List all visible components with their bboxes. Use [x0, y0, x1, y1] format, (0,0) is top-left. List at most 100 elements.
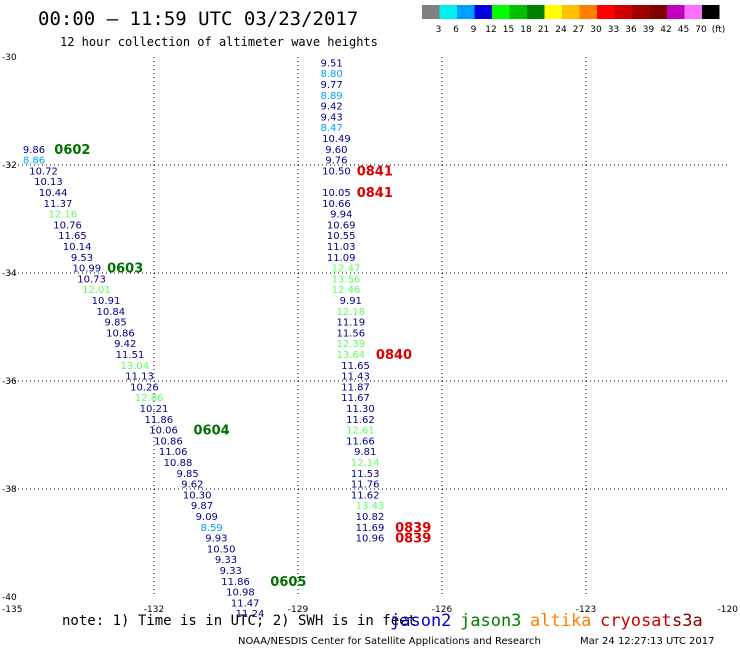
swh-label-cryosat: 12.18	[336, 307, 365, 318]
pass-time-label: 0839	[395, 521, 431, 536]
legend-swatch	[649, 5, 667, 19]
swh-label-jason3: 9.85	[176, 469, 198, 480]
legend-label: 15	[503, 25, 514, 35]
swh-label-cryosat: 10.05	[322, 188, 351, 199]
swh-label-jason3: 10.13	[34, 177, 63, 188]
x-tick-label: -129	[288, 605, 309, 615]
legend-label: 27	[573, 25, 584, 35]
swh-label-jason3: 12.16	[48, 210, 77, 221]
swh-label-cryosat: 10.69	[327, 220, 356, 231]
swh-label-jason3: 12.01	[82, 285, 111, 296]
legend-swatch	[544, 5, 562, 19]
swh-label-cryosat: 11.30	[346, 404, 375, 415]
x-tick-label: -132	[144, 605, 164, 615]
legend-label: 6	[453, 25, 459, 35]
swh-label-cryosat: 12.47	[332, 264, 361, 275]
swh-label-cryosat: 9.60	[325, 145, 347, 156]
swh-label-cryosat: 9.94	[330, 210, 352, 221]
swh-label-jason3: 10.84	[96, 307, 125, 318]
legend-swatch	[457, 5, 475, 19]
legend-label: 12	[485, 25, 496, 35]
y-tick-label: -36	[2, 377, 17, 387]
footer-timestamp: Mar 24 12:27:13 UTC 2017	[580, 636, 715, 647]
swh-label-cryosat: 9.81	[354, 447, 376, 458]
legend-swatch	[474, 5, 492, 19]
swh-label-jason3: 10.14	[63, 242, 92, 253]
legend-label: 9	[471, 25, 477, 35]
pass-time-label: 0839	[395, 532, 431, 547]
swh-label-jason3: 8.59	[200, 523, 222, 534]
y-tick-label: -30	[2, 53, 17, 63]
chart-subtitle: 12 hour collection of altimeter wave hei…	[60, 35, 378, 49]
swh-label-cryosat: 11.62	[351, 490, 380, 501]
x-tick-label: -120	[718, 605, 739, 615]
legend-label: (ft)	[712, 25, 726, 35]
legend-swatch	[614, 5, 632, 19]
plot-area: -135 -132 -129 -126 -123 -120 -30 -32 -34 -36 -38 -…	[2, 53, 738, 620]
legend-swatch	[439, 5, 457, 19]
chart-title: 00:00 – 11:59 UTC 03/23/2017	[38, 8, 358, 30]
legend-swatch	[684, 5, 702, 19]
swh-label-jason3: 10.30	[183, 490, 212, 501]
pass-time-label: 0841	[357, 164, 393, 179]
swh-label-cryosat: 13.43	[356, 501, 385, 512]
pass-time-label: 0603	[107, 262, 143, 277]
swh-label-cryosat: 13.64	[336, 350, 365, 361]
legend-swatch	[562, 5, 580, 19]
swh-label-cryosat: 9.91	[340, 296, 362, 307]
swh-label-cryosat: 9.76	[325, 156, 347, 167]
legend-swatch	[597, 5, 615, 19]
pass-time-label: 0840	[376, 348, 412, 363]
swh-label-jason3: 9.85	[104, 318, 126, 329]
swh-label-jason3: 9.86	[23, 145, 45, 156]
x-tick-label: -135	[2, 605, 22, 615]
swh-label-jason3: 10.86	[106, 328, 135, 339]
swh-label-jason3: 11.06	[159, 447, 188, 458]
swh-label-cryosat: 10.55	[327, 231, 356, 242]
swh-label-cryosat: 11.69	[356, 523, 385, 534]
swh-label-jason3: 9.42	[114, 339, 136, 350]
swh-label-cryosat: 11.43	[341, 372, 370, 383]
swh-label-cryosat: 9.77	[320, 80, 342, 91]
satellite-s3a: s3a	[672, 611, 703, 631]
swh-label-cryosat: 11.66	[346, 436, 375, 447]
units-note: note: 1) Time is in UTC; 2) SWH is in fe…	[62, 613, 416, 629]
legend-label: 21	[538, 25, 549, 35]
legend-label: 18	[520, 25, 532, 35]
swh-label-cryosat: 12.14	[351, 458, 380, 469]
satellite-legend: jason2 jason3 altika cryosat s3a	[390, 611, 703, 631]
swh-label-cryosat: 12.39	[336, 339, 365, 350]
y-tick-label: -32	[2, 161, 17, 171]
swh-label-jason3: 9.93	[205, 534, 227, 545]
swh-label-cryosat: 9.51	[320, 58, 342, 69]
swh-label-jason3: 10.98	[226, 588, 255, 599]
swh-label-cryosat: 10.82	[356, 512, 385, 523]
swh-label-cryosat: 11.53	[351, 469, 380, 480]
swh-label-jason3: 11.24	[236, 609, 265, 620]
legend-swatch	[667, 5, 685, 19]
pass-time-label: 0604	[194, 424, 230, 439]
color-legend: 3 6 9 12 15 18 21 24 27 30 33 36 39 42 45 70 (ft)	[422, 5, 725, 35]
legend-swatch	[422, 5, 440, 19]
swh-label-cryosat: 12.46	[332, 285, 361, 296]
swh-label-cryosat: 11.56	[336, 328, 365, 339]
swh-label-jason3: 9.53	[71, 253, 93, 264]
x-tick-label: -123	[576, 605, 596, 615]
swh-label-cryosat: 12.61	[346, 426, 375, 437]
swh-label-jason3: 10.73	[77, 274, 106, 285]
legend-label: 45	[678, 25, 689, 35]
legend-label: 39	[643, 25, 655, 35]
x-tick-label: -126	[432, 605, 453, 615]
swh-label-cryosat: 10.49	[322, 134, 351, 145]
swh-label-jason3: 10.72	[29, 166, 58, 177]
swh-label-jason3: 13.04	[120, 361, 149, 372]
y-tick-label: -34	[2, 269, 17, 279]
swh-label-jason3: 11.51	[116, 350, 145, 361]
legend-swatch	[509, 5, 527, 19]
swh-label-jason3: 9.09	[196, 512, 218, 523]
pass-time-label: 0602	[54, 143, 90, 158]
swh-label-cryosat: 9.42	[320, 102, 342, 113]
swh-label-jason3: 9.87	[191, 501, 213, 512]
swh-label-cryosat: 10.50	[322, 166, 351, 177]
